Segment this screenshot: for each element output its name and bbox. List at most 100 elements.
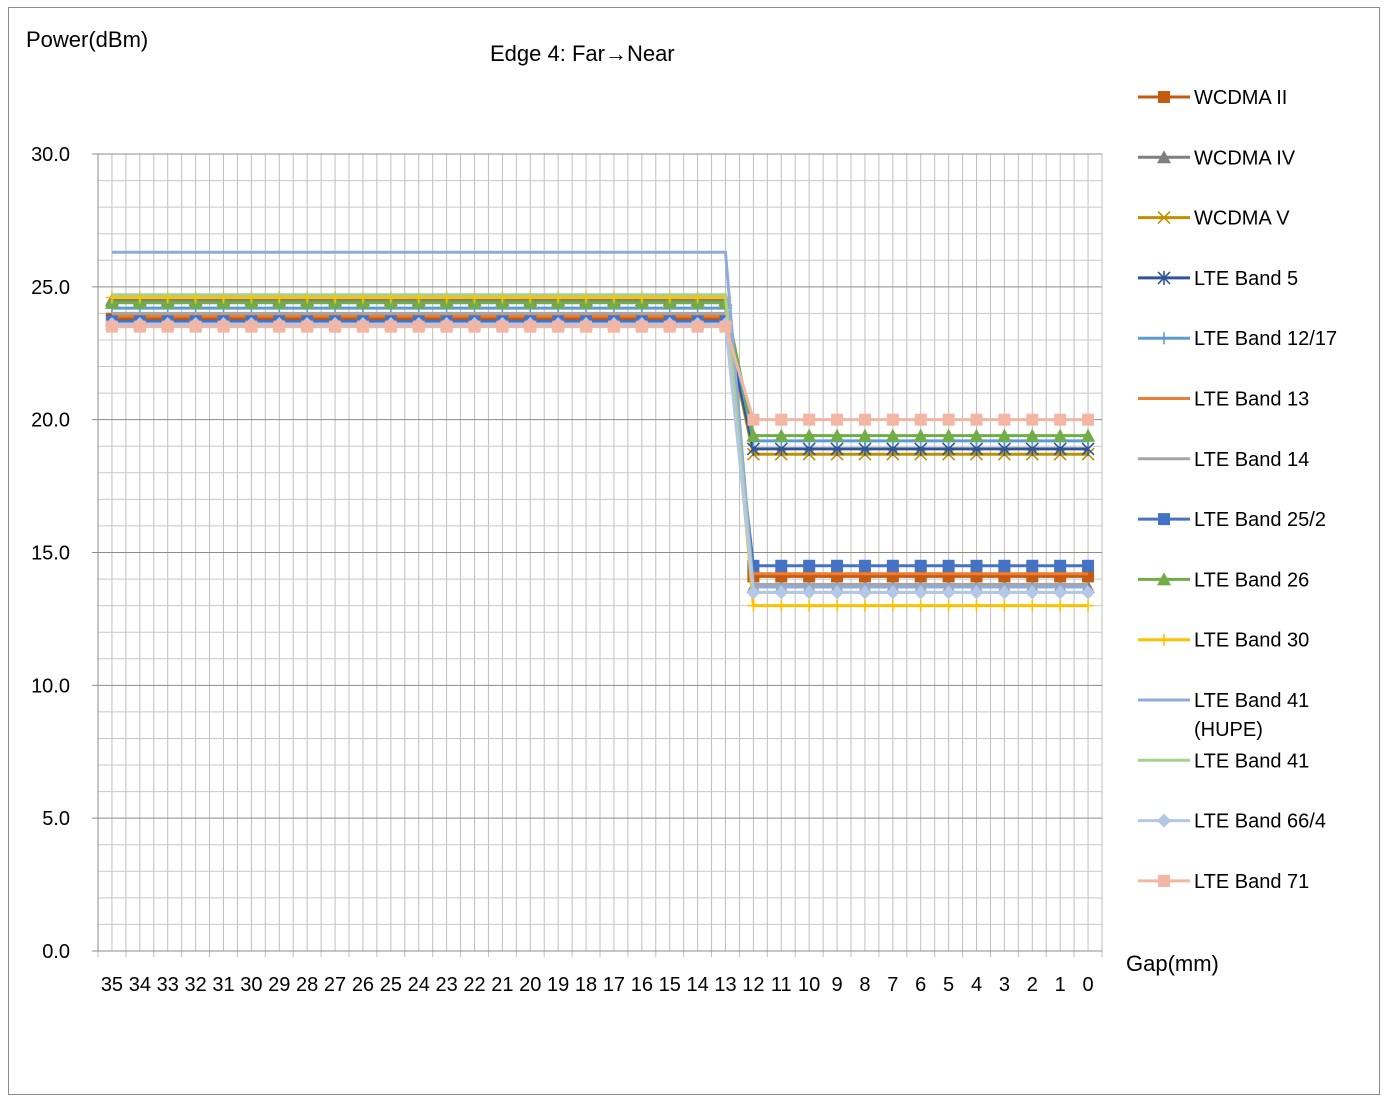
legend-item: LTE Band 25/2 [1138,509,1326,531]
data-point [1081,585,1096,600]
data-point [970,413,983,426]
data-point [969,585,984,600]
legend-label: (HUPE) [1194,719,1263,741]
data-point [691,320,704,333]
data-point [941,585,956,600]
legend-item: LTE Band 13 [1138,389,1309,411]
x-tick-label: 17 [603,974,625,996]
legend-label: LTE Band 5 [1194,268,1298,290]
x-tick-label: 28 [296,974,318,996]
legend-label: LTE Band 13 [1194,389,1309,411]
data-point [468,320,481,333]
data-point [1054,599,1067,612]
legend-swatch-marker [1157,211,1171,225]
x-tick-label: 11 [771,974,792,996]
data-point [747,599,760,612]
legend-item: WCDMA IV [1138,147,1296,169]
x-tick-label: 20 [519,974,541,996]
x-tick-label: 26 [352,974,374,996]
data-point [857,428,872,442]
data-point [1054,559,1067,572]
x-tick-label: 33 [157,974,179,996]
y-tick-label: 30.0 [31,144,70,166]
data-point [858,559,871,572]
data-point [998,599,1011,612]
y-tick-label: 25.0 [31,277,70,299]
legend: WCDMA II WCDMA IV WCDMA V LTE Band 5 LTE Ban… [1138,87,1337,893]
x-tick-label: 13 [714,974,736,996]
series-group [111,250,1089,589]
series-group [111,311,1089,586]
legend-label: WCDMA IV [1194,147,1296,169]
x-tick-label: 0 [1082,974,1093,996]
x-tick-label: 25 [380,974,402,996]
data-point [803,599,816,612]
legend-item: LTE Band 5 [1138,268,1298,290]
data-point [719,320,732,333]
data-point [831,413,844,426]
data-point [913,428,928,442]
legend-label: LTE Band 14 [1194,449,1309,471]
legend-item: LTE Band 71 [1138,871,1309,893]
legend-item: LTE Band 12/17 [1138,328,1337,350]
data-point [913,585,928,600]
legend-label: LTE Band 12/17 [1194,328,1337,350]
y-tick-label: 15.0 [31,543,70,565]
y-tick-label: 5.0 [42,808,70,830]
data-point [942,599,955,612]
x-tick-label: 31 [212,974,234,996]
data-point [133,320,146,333]
legend-label: LTE Band 26 [1194,569,1309,591]
data-point [217,320,230,333]
data-point [858,599,871,612]
chart-title: Edge 4: Far→Near [490,41,675,66]
data-point [580,320,593,333]
data-point [775,559,788,572]
x-tick-label: 27 [324,974,346,996]
series-line [111,250,1089,589]
x-tick-label: 34 [129,974,151,996]
x-tick-label: 19 [547,974,569,996]
legend-swatch-marker [1157,270,1171,285]
x-tick-label: 10 [798,974,820,996]
x-tick-label: 3 [999,974,1010,996]
data-point [831,599,844,612]
legend-swatch-marker [1158,332,1170,345]
x-tick-label: 32 [184,974,206,996]
x-tick-label: 6 [915,974,926,996]
data-point [970,599,983,612]
x-tick-label: 29 [268,974,290,996]
data-point [830,585,845,600]
legend-swatch-marker [1158,874,1170,887]
data-point [997,585,1012,600]
data-point [997,428,1012,442]
data-point [886,413,899,426]
x-tick-label: 5 [943,974,954,996]
x-tick-label: 1 [1055,974,1066,996]
legend-label: LTE Band 66/4 [1194,811,1326,833]
data-point [998,559,1011,572]
legend-swatch-marker [1157,813,1171,828]
data-point [970,559,983,572]
data-point [747,413,760,426]
x-tick-label: 8 [859,974,870,996]
legend-label: LTE Band 25/2 [1194,509,1326,531]
data-point [857,585,872,600]
data-point [802,428,817,442]
y-tick-labels: 0.0 5.0 10.0 15.0 20.0 25.0 30.0 [31,144,70,963]
data-point [803,413,816,426]
data-point [1053,585,1068,600]
data-point [942,413,955,426]
x-tick-label: 24 [408,974,430,996]
data-point [914,413,927,426]
data-point [775,599,788,612]
data-point [969,428,984,442]
x-tick-label: 2 [1027,974,1038,996]
legend-swatch-marker [1158,513,1170,526]
x-tick-label: 23 [435,974,457,996]
data-point [356,320,369,333]
data-point [105,320,118,333]
data-point [245,320,258,333]
data-point [746,428,761,442]
legend-item: WCDMA V [1138,208,1290,230]
